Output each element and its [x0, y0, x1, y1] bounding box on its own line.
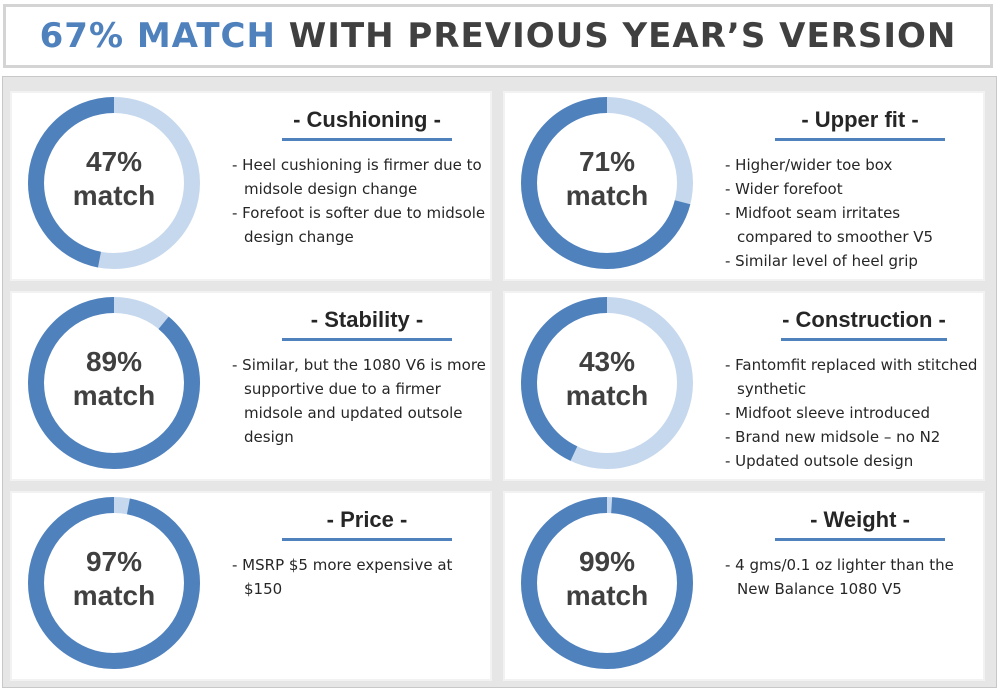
donut-label: 89% match	[26, 345, 202, 413]
bullet-item: - Fantomfit replaced with stitched synth…	[725, 356, 978, 398]
construction-card: 43% match - Construction - - Fantomfit r…	[503, 291, 985, 481]
match-word: match	[72, 180, 156, 211]
card-title: - Weight -	[810, 507, 910, 532]
match-word: match	[72, 580, 156, 611]
match-percent: 89%	[85, 346, 143, 377]
match-word: match	[72, 380, 156, 411]
stability-card: 89% match - Stability - - Similar, but t…	[10, 291, 492, 481]
bullet-item: - MSRP $5 more expensive at $150	[232, 556, 453, 598]
bullet-list: - MSRP $5 more expensive at $150	[232, 553, 487, 601]
card-title: - Cushioning -	[293, 107, 441, 132]
card-title: - Price -	[326, 507, 408, 532]
title-underline	[781, 338, 947, 341]
bullet-item: - Similar, but the 1080 V6 is more suppo…	[232, 356, 486, 446]
bullet-item: - Midfoot seam irritates compared to smo…	[725, 204, 934, 246]
donut-ring	[521, 497, 693, 669]
weight-card: 99% match - Weight - - 4 gms/0.1 oz ligh…	[503, 491, 985, 681]
donut-label: 71% match	[519, 145, 695, 213]
title-underline	[775, 538, 945, 541]
match-percent: 43%	[578, 346, 636, 377]
match-percent: 99%	[578, 546, 636, 577]
donut-label: 47% match	[26, 145, 202, 213]
card-title: - Upper fit -	[801, 107, 919, 132]
page-title: 67% MATCH WITH PREVIOUS YEAR’S VERSION	[3, 4, 993, 68]
donut-ring	[28, 97, 200, 269]
match-donut: 89% match	[26, 295, 202, 471]
match-percent: 71%	[578, 146, 636, 177]
match-donut: 99% match	[519, 495, 695, 671]
bullet-item: - Heel cushioning is firmer due to midso…	[232, 156, 482, 198]
donut-match-arc	[28, 97, 200, 269]
bullet-item: - Updated outsole design	[725, 452, 914, 470]
donut-ring	[521, 297, 693, 469]
match-word: match	[565, 580, 649, 611]
donut-match-arc	[521, 497, 693, 669]
bullet-list: - Similar, but the 1080 V6 is more suppo…	[232, 353, 487, 449]
match-percent: 97%	[85, 546, 143, 577]
headline-rest: WITH PREVIOUS YEAR’S VERSION	[288, 16, 957, 56]
bullet-item: - Brand new midsole – no N2	[725, 428, 941, 446]
title-underline	[282, 538, 452, 541]
match-percent-headline: 67% MATCH	[39, 16, 276, 56]
bullet-list: - 4 gms/0.1 oz lighter than the New Bala…	[725, 553, 980, 601]
card-title: - Stability -	[310, 307, 424, 332]
title-underline	[282, 338, 452, 341]
bullet-item: - Higher/wider toe box	[725, 156, 893, 174]
donut-ring	[521, 97, 693, 269]
bullet-item: - Wider forefoot	[725, 180, 843, 198]
match-donut: 43% match	[519, 295, 695, 471]
match-percent: 47%	[85, 146, 143, 177]
donut-match-arc	[521, 97, 693, 269]
bullet-list: - Fantomfit replaced with stitched synth…	[725, 353, 980, 473]
match-word: match	[565, 380, 649, 411]
donut-match-arc	[28, 297, 200, 469]
donut-match-arc	[28, 497, 200, 669]
title-underline	[775, 138, 945, 141]
bullet-item: - Forefoot is softer due to midsole desi…	[232, 204, 486, 246]
donut-ring	[28, 497, 200, 669]
match-donut: 97% match	[26, 495, 202, 671]
donut-label: 97% match	[26, 545, 202, 613]
donut-label: 99% match	[519, 545, 695, 613]
bullet-list: - Higher/wider toe box - Wider forefoot …	[725, 153, 980, 273]
upper-fit-card: 71% match - Upper fit - - Higher/wider t…	[503, 91, 985, 281]
bullet-item: - 4 gms/0.1 oz lighter than the New Bala…	[725, 556, 954, 598]
match-donut: 47% match	[26, 95, 202, 271]
bullet-list: - Heel cushioning is firmer due to midso…	[232, 153, 487, 249]
donut-ring	[28, 297, 200, 469]
price-card: 97% match - Price - - MSRP $5 more expen…	[10, 491, 492, 681]
bullet-item: - Midfoot sleeve introduced	[725, 404, 931, 422]
donut-label: 43% match	[519, 345, 695, 413]
comparison-grid: 47% match - Cushioning - - Heel cushioni…	[2, 76, 997, 688]
bullet-item: - Similar level of heel grip	[725, 252, 918, 270]
match-word: match	[565, 180, 649, 211]
donut-match-arc	[521, 297, 693, 469]
card-title: - Construction -	[782, 307, 946, 332]
match-donut: 71% match	[519, 95, 695, 271]
title-underline	[282, 138, 452, 141]
cushioning-card: 47% match - Cushioning - - Heel cushioni…	[10, 91, 492, 281]
